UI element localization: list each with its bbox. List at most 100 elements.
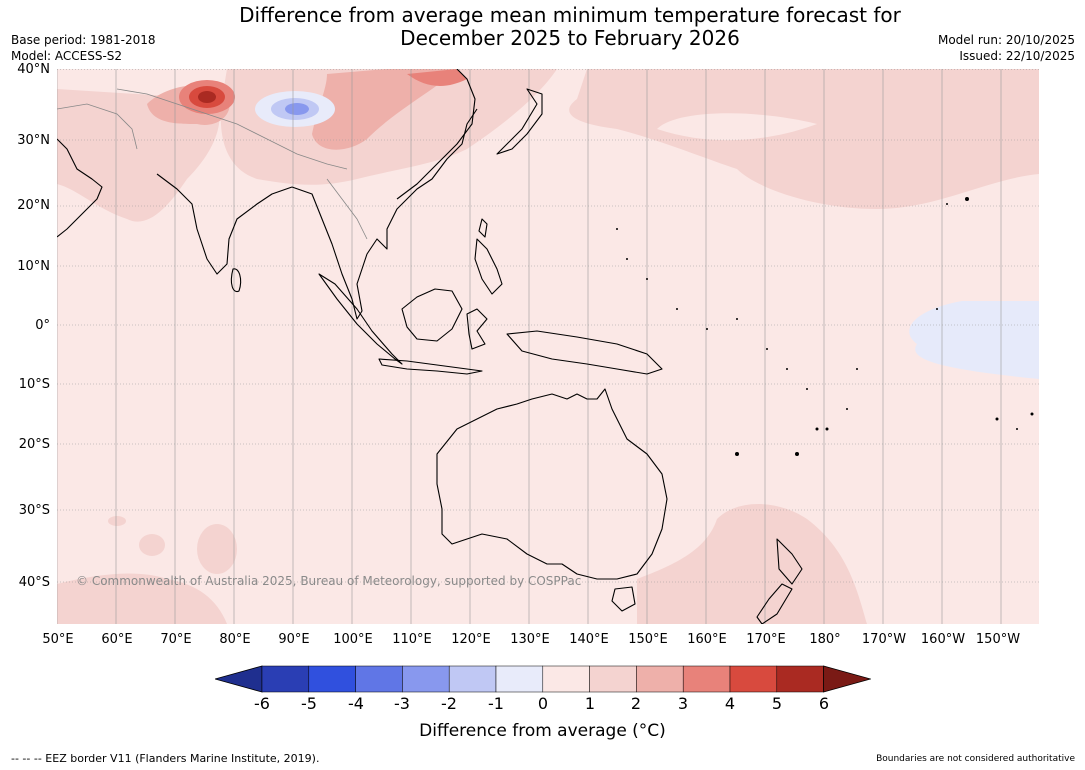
colorbar-tick: 1 bbox=[584, 694, 596, 713]
lon-label: 120°E bbox=[451, 632, 491, 647]
lon-label: 140°E bbox=[569, 632, 609, 647]
coast-taiwan bbox=[478, 218, 488, 238]
lat-label: 30°S bbox=[18, 503, 50, 518]
colorbar-segment bbox=[729, 665, 778, 693]
colorbar-segment bbox=[261, 665, 310, 693]
map-svg bbox=[57, 69, 1039, 624]
coast-sri-lanka bbox=[230, 268, 242, 293]
coast-philippines bbox=[474, 238, 503, 295]
anomaly-north-pacific bbox=[569, 69, 1039, 209]
disclaimer: Boundaries are not considered authoritat… bbox=[876, 754, 1075, 764]
pacific-islands bbox=[616, 197, 1034, 456]
lat-label: 40°S bbox=[18, 575, 50, 590]
coast-india bbox=[156, 173, 293, 275]
lat-label: 0° bbox=[35, 318, 50, 333]
lon-label: 180° bbox=[809, 632, 841, 647]
colorbar-segment bbox=[448, 665, 497, 693]
colorbar-tick: -4 bbox=[348, 694, 364, 713]
colorbar-tick: -6 bbox=[254, 694, 270, 713]
model-run: Model run: 20/10/2025 bbox=[937, 33, 1075, 47]
coastlines bbox=[57, 69, 803, 624]
border-himalaya bbox=[116, 88, 348, 170]
meta-right: Model run: 20/10/2025 Issued: 22/10/2025 bbox=[938, 32, 1075, 64]
lon-label: 50°E bbox=[42, 632, 74, 647]
colorbar-label: Difference from average (°C) bbox=[419, 721, 666, 741]
lon-label: 110°E bbox=[392, 632, 432, 647]
colorbar-segment bbox=[682, 665, 731, 693]
gridlines bbox=[57, 69, 1039, 624]
anomaly-china-warm bbox=[312, 69, 457, 150]
lon-label: 150°W bbox=[975, 632, 1021, 647]
lon-label: 170°E bbox=[746, 632, 786, 647]
coast-australia bbox=[436, 388, 668, 580]
lat-label: 40°N bbox=[17, 62, 50, 77]
lon-label: 150°E bbox=[628, 632, 668, 647]
colorbar-extend-high bbox=[823, 665, 871, 693]
coast-japan bbox=[496, 88, 543, 155]
coast-sumatra bbox=[318, 273, 403, 365]
anomaly-sw-pacific bbox=[637, 504, 867, 624]
anomaly-south-indian-4 bbox=[108, 516, 126, 526]
anomaly-south-indian-2 bbox=[139, 534, 165, 556]
colorbar-tick: 3 bbox=[677, 694, 689, 713]
coast-new-zealand-n bbox=[776, 538, 803, 585]
lat-label: 10°S bbox=[18, 377, 50, 392]
colorbar-tick: -1 bbox=[488, 694, 504, 713]
colorbar-segment bbox=[589, 665, 637, 693]
coast-new-zealand-s bbox=[756, 583, 793, 624]
coast-arabia bbox=[57, 138, 103, 238]
coast-borneo bbox=[401, 288, 463, 342]
lon-label: 80°E bbox=[219, 632, 251, 647]
anomaly-tibet-cool-3 bbox=[285, 103, 309, 115]
map-title: Difference from average mean minimum tem… bbox=[170, 4, 970, 50]
colorbar-tick: -3 bbox=[394, 694, 410, 713]
title-line-1: Difference from average mean minimum tem… bbox=[239, 3, 901, 27]
coast-indochina bbox=[291, 108, 478, 320]
colorbar-segment bbox=[636, 665, 684, 693]
lon-label: 60°E bbox=[101, 632, 133, 647]
border-indochina bbox=[326, 178, 368, 240]
colorbar-segment bbox=[355, 665, 403, 693]
colorbar-segment bbox=[402, 665, 450, 693]
colorbar-segment bbox=[495, 665, 544, 693]
coast-east-asia bbox=[396, 69, 476, 200]
anomaly-himalaya-hot-3 bbox=[198, 91, 216, 103]
lon-label: 160°W bbox=[920, 632, 966, 647]
colorbar-tick: 2 bbox=[630, 694, 642, 713]
anomaly-south-indian-3 bbox=[197, 524, 237, 574]
colorbar-segment bbox=[776, 665, 824, 693]
lon-label: 160°E bbox=[687, 632, 727, 647]
colorbar bbox=[215, 665, 871, 693]
eez-legend: -- -- -- EEZ border V11 (Flanders Marine… bbox=[11, 752, 320, 765]
model-name: Model: ACCESS-S2 bbox=[11, 49, 123, 63]
colorbar-tick: -2 bbox=[441, 694, 457, 713]
base-period: Base period: 1981-2018 bbox=[11, 33, 156, 47]
issued-date: Issued: 22/10/2025 bbox=[959, 49, 1075, 63]
colorbar-segment bbox=[542, 665, 590, 693]
colorbar-tick: 0 bbox=[537, 694, 549, 713]
anomaly-central-pacific-cool bbox=[909, 301, 1039, 379]
lon-label: 130°E bbox=[510, 632, 550, 647]
lat-label: 30°N bbox=[17, 133, 50, 148]
title-line-2: December 2025 to February 2026 bbox=[400, 26, 740, 50]
lon-label: 70°E bbox=[160, 632, 192, 647]
colorbar-segment bbox=[308, 665, 356, 693]
lon-label: 170°W bbox=[861, 632, 907, 647]
meta-left: Base period: 1981-2018 Model: ACCESS-S2 bbox=[11, 32, 156, 64]
lon-label: 90°E bbox=[278, 632, 310, 647]
coast-new-guinea bbox=[506, 330, 663, 375]
borders bbox=[57, 88, 368, 240]
copyright-notice: © Commonwealth of Australia 2025, Bureau… bbox=[76, 574, 582, 588]
colorbar-tick: 5 bbox=[771, 694, 783, 713]
colorbar-tick: -5 bbox=[301, 694, 317, 713]
anomaly-south-indian-1 bbox=[57, 573, 227, 624]
colorbar-segments bbox=[215, 665, 871, 693]
coast-sulawesi bbox=[466, 308, 488, 350]
colorbar-extend-low bbox=[215, 665, 263, 693]
coast-tasmania bbox=[611, 586, 636, 612]
lon-label: 100°E bbox=[333, 632, 373, 647]
lat-label: 20°N bbox=[17, 198, 50, 213]
lat-label: 10°N bbox=[17, 259, 50, 274]
coast-java bbox=[378, 358, 483, 375]
lat-label: 20°S bbox=[18, 437, 50, 452]
